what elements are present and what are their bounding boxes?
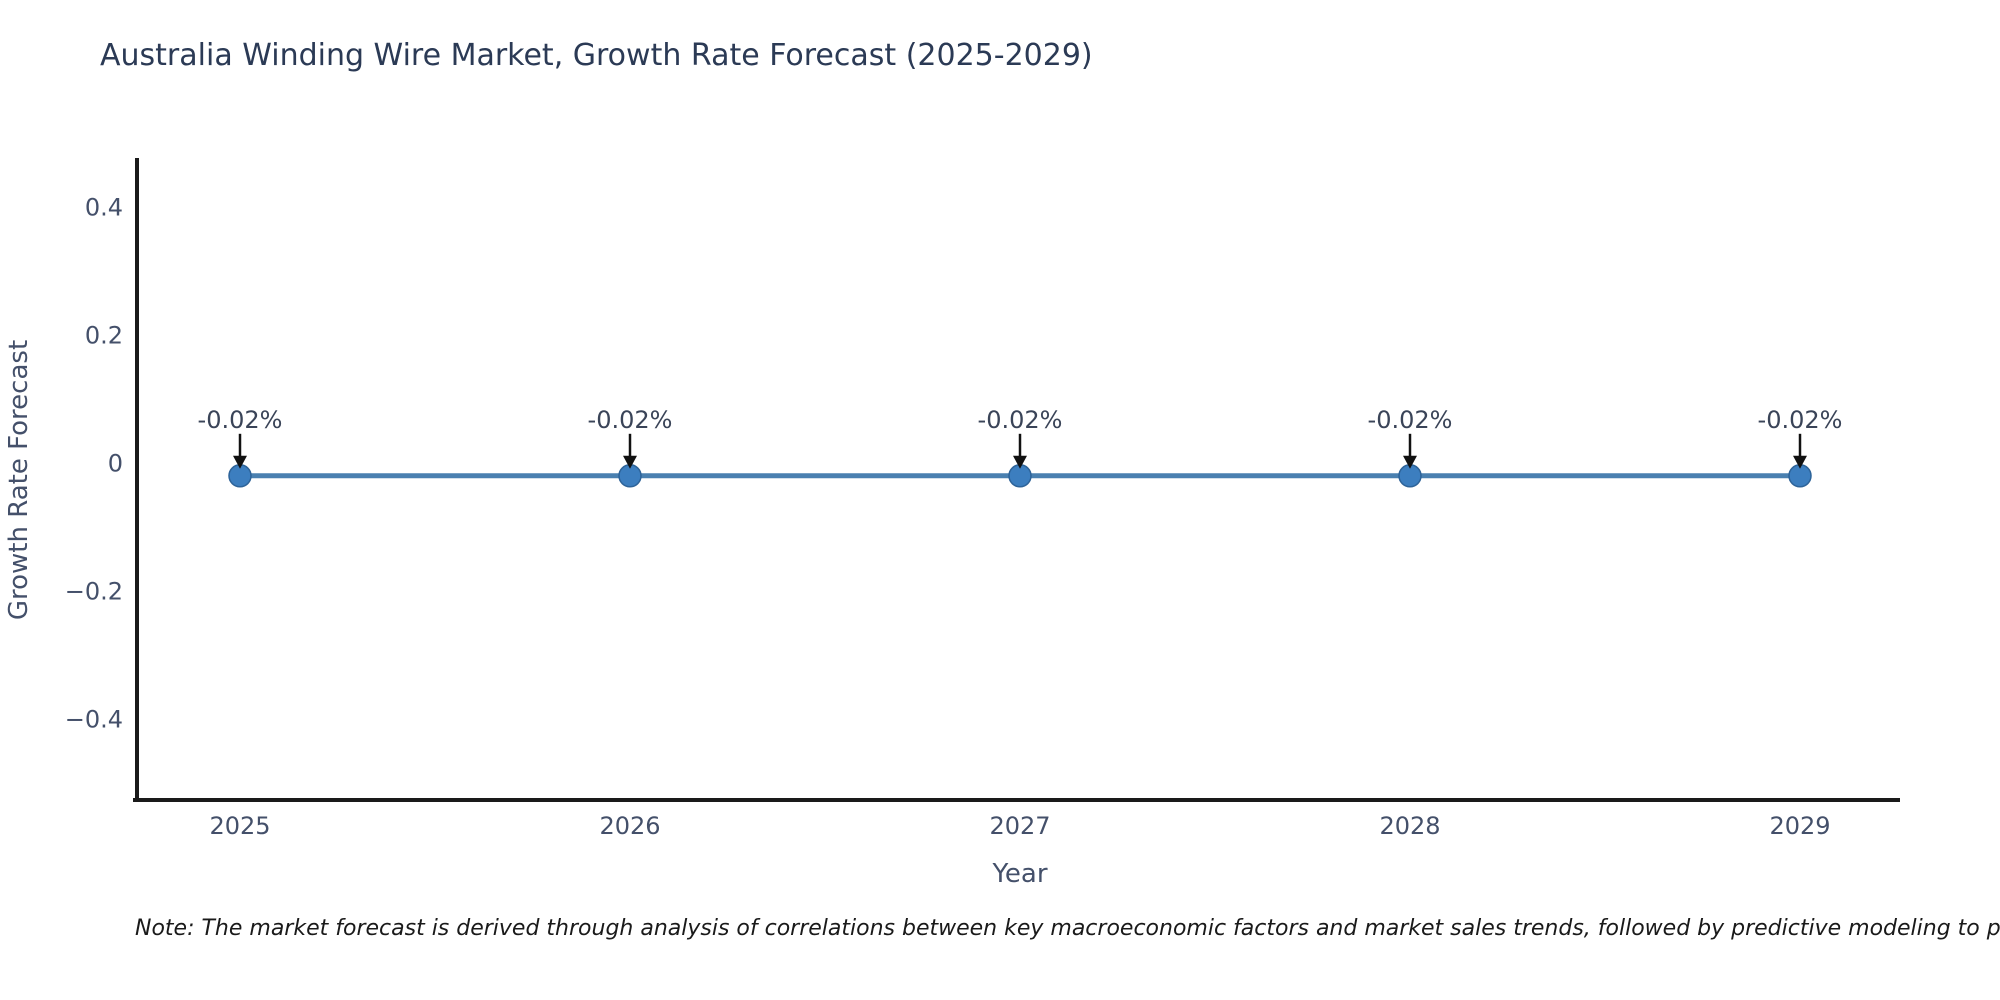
- footnote: Note: The market forecast is derived thr…: [135, 916, 2000, 941]
- annotation-arrowhead: [1403, 455, 1417, 469]
- annotation-arrowhead: [623, 455, 637, 469]
- x-tick-label: 2025: [209, 812, 270, 840]
- x-tick-label: 2029: [1769, 812, 1830, 840]
- data-label: -0.02%: [1758, 406, 1843, 434]
- data-label: -0.02%: [588, 406, 673, 434]
- y-tick-label: 0: [108, 449, 123, 477]
- plot-area: 0.4 0.2 0 −0.2 −0.4 2025 2026 2027 2028 2029 -0.02…: [65, 158, 1900, 840]
- x-tick-label: 2026: [599, 812, 660, 840]
- y-tick-label: 0.2: [85, 321, 123, 349]
- y-tick-label: −0.2: [65, 577, 123, 605]
- annotation-arrowhead: [1793, 455, 1807, 469]
- data-label: -0.02%: [978, 406, 1063, 434]
- y-axis-label: Growth Rate Forecast: [4, 340, 34, 620]
- annotation-arrowhead: [1013, 455, 1027, 469]
- data-label: -0.02%: [1368, 406, 1453, 434]
- x-tick-label: 2028: [1379, 812, 1440, 840]
- data-label: -0.02%: [198, 406, 283, 434]
- y-tick-label: 0.4: [85, 193, 123, 221]
- annotation-arrowhead: [233, 455, 247, 469]
- x-tick-label: 2027: [989, 812, 1050, 840]
- x-axis-label: Year: [991, 859, 1047, 889]
- y-tick-label: −0.4: [65, 705, 123, 733]
- chart-title: Australia Winding Wire Market, Growth Ra…: [100, 38, 1093, 73]
